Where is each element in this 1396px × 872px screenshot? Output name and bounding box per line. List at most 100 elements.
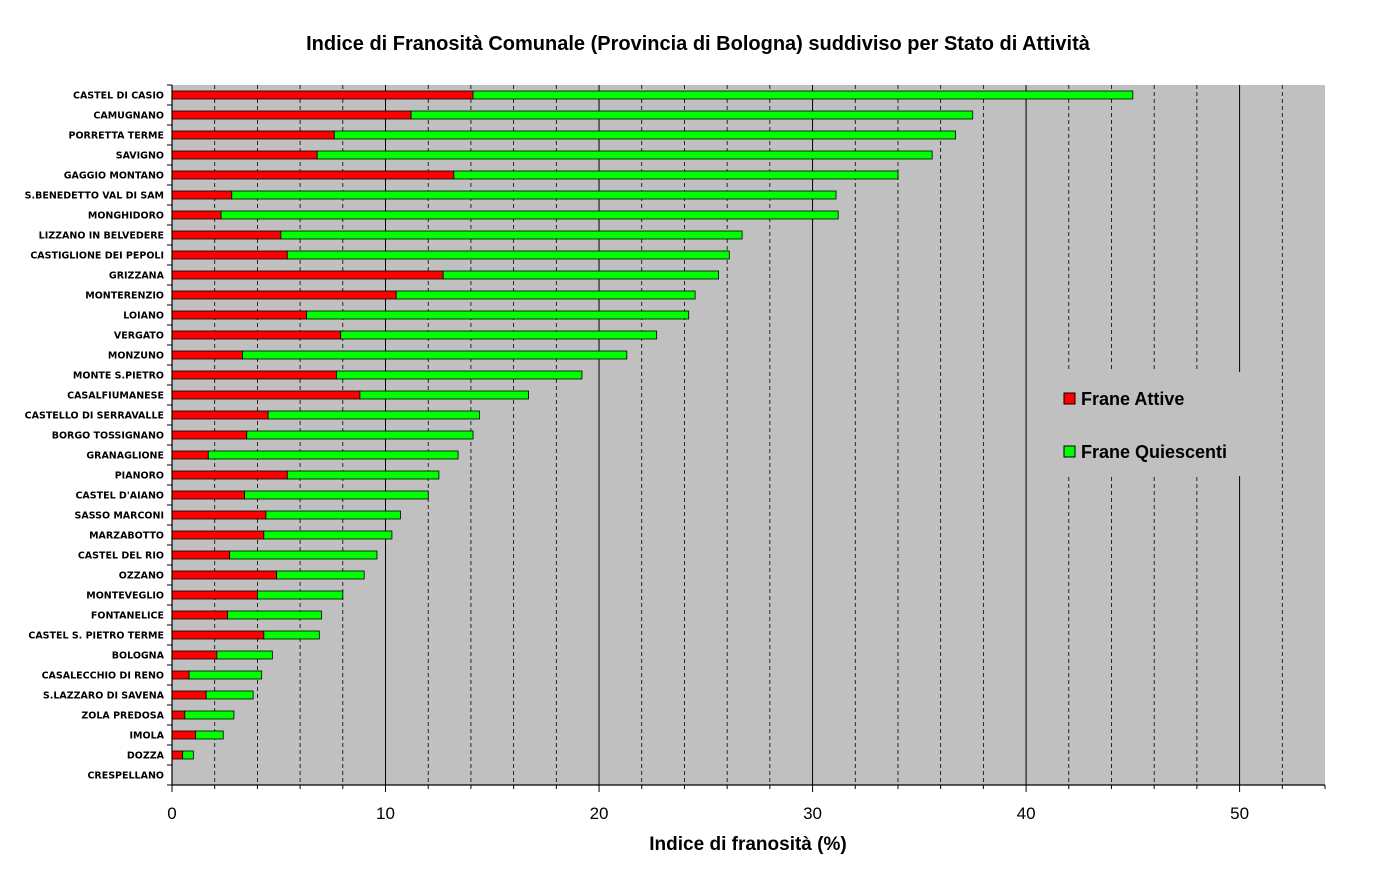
bar-quiescenti [286, 470, 440, 480]
bar-attive [171, 270, 444, 280]
bar-attive [171, 750, 184, 760]
bar-quiescenti [205, 690, 254, 700]
bar-quiescenti [242, 350, 628, 360]
category-label: VERGATO [114, 331, 164, 342]
category-label: MONGHIDORO [88, 211, 164, 222]
bar-quiescenti [336, 370, 583, 380]
bar-quiescenti [306, 310, 690, 320]
category-label: CASTEL DEL RIO [78, 551, 164, 562]
bar-attive [171, 510, 267, 520]
category-label: MONTEVEGLIO [86, 591, 164, 602]
x-axis: 0 10 20 30 40 50 [167, 84, 1326, 823]
bar-quiescenti [340, 330, 658, 340]
bar-quiescenti [280, 230, 743, 240]
bar-attive [171, 710, 186, 720]
bar-attive [171, 570, 278, 580]
legend-label-quiescenti: Frane Quiescenti [1081, 442, 1227, 462]
bar-attive [171, 450, 209, 460]
category-label: CASTEL S. PIETRO TERME [28, 631, 164, 642]
bar-attive [171, 410, 269, 420]
category-label: BORGO TOSSIGNANO [52, 431, 164, 442]
category-label: LOIANO [123, 311, 164, 322]
chart-title: Indice di Franosità Comunale (Provincia … [306, 33, 1091, 55]
bar-quiescenti [184, 710, 235, 720]
category-label: SAVIGNO [116, 151, 164, 162]
category-label: PIANORO [115, 471, 164, 482]
category-label: CASALFIUMANESE [67, 391, 164, 402]
category-label: GAGGIO MONTANO [64, 171, 164, 182]
bar-attive [171, 110, 412, 120]
legend: Frane Attive Frane Quiescenti [1046, 372, 1268, 476]
x-tick-label: 50 [1230, 804, 1249, 823]
bar-attive [171, 730, 196, 740]
bar-attive [171, 290, 397, 300]
bar-quiescenti [182, 750, 194, 760]
bar-quiescenti [229, 550, 378, 560]
category-label: CAMUGNANO [93, 111, 164, 122]
bar-attive [171, 310, 307, 320]
legend-box [1046, 372, 1268, 476]
bar-attive [171, 630, 265, 640]
bar-quiescenti [472, 90, 1134, 100]
bar-attive [171, 390, 361, 400]
category-label: CASALECCHIO DI RENO [42, 671, 164, 682]
bar-attive [171, 370, 337, 380]
category-label: BOLOGNA [112, 651, 165, 662]
bar-attive [171, 250, 288, 260]
bar-quiescenti [265, 510, 401, 520]
bar-attive [171, 550, 231, 560]
category-label: SASSO MARCONI [75, 511, 165, 522]
legend-swatch-attive [1063, 392, 1076, 405]
bar-attive [171, 590, 258, 600]
x-tick-label: 20 [590, 804, 609, 823]
bar-attive [171, 90, 474, 100]
bar-quiescenti [220, 210, 839, 220]
bar-quiescenti [231, 190, 837, 200]
x-axis-title: Indice di franosità (%) [649, 834, 846, 855]
bar-attive [171, 430, 248, 440]
x-tick-label: 40 [1017, 804, 1036, 823]
x-tick-label: 0 [167, 804, 176, 823]
bar-attive [171, 350, 243, 360]
category-label: MONTERENZIO [85, 291, 164, 302]
bar-attive [171, 530, 265, 540]
category-label: CASTEL D'AIANO [75, 491, 164, 502]
bar-quiescenti [188, 670, 263, 680]
bar-attive [171, 690, 207, 700]
bar-quiescenti [246, 430, 474, 440]
bar-quiescenti [333, 130, 957, 140]
category-label: OZZANO [119, 571, 164, 582]
category-label: MARZABOTTO [89, 531, 164, 542]
bar-quiescenti [216, 650, 273, 660]
category-label: DOZZA [127, 751, 165, 762]
bar-attive [171, 670, 190, 680]
bar-attive [171, 490, 245, 500]
category-label: S.BENEDETTO VAL DI SAM [25, 191, 164, 202]
category-label: CRESPELLANO [87, 771, 164, 782]
legend-label-attive: Frane Attive [1081, 389, 1184, 409]
legend-swatch-quiescenti [1063, 445, 1076, 458]
category-label: FONTANELICE [91, 611, 164, 622]
bar-attive [171, 470, 288, 480]
bar-quiescenti [316, 150, 933, 160]
bar-quiescenti [442, 270, 720, 280]
bar-attive [171, 650, 218, 660]
bar-quiescenti [244, 490, 429, 500]
bar-quiescenti [257, 590, 344, 600]
category-label: MONTE S.PIETRO [73, 371, 164, 382]
bar-attive [171, 230, 282, 240]
bar-quiescenti [263, 530, 393, 540]
category-label: GRIZZANA [109, 271, 165, 282]
bar-quiescenti [453, 170, 899, 180]
bar-quiescenti [195, 730, 224, 740]
bar-quiescenti [359, 390, 529, 400]
bar-attive [171, 610, 228, 620]
category-label: IMOLA [130, 731, 165, 742]
x-tick-label: 30 [803, 804, 822, 823]
category-label: CASTELLO DI SERRAVALLE [25, 411, 164, 422]
bar-attive [171, 190, 233, 200]
bar-quiescenti [207, 450, 459, 460]
bar-attive [171, 130, 335, 140]
x-tick-label: 10 [376, 804, 395, 823]
